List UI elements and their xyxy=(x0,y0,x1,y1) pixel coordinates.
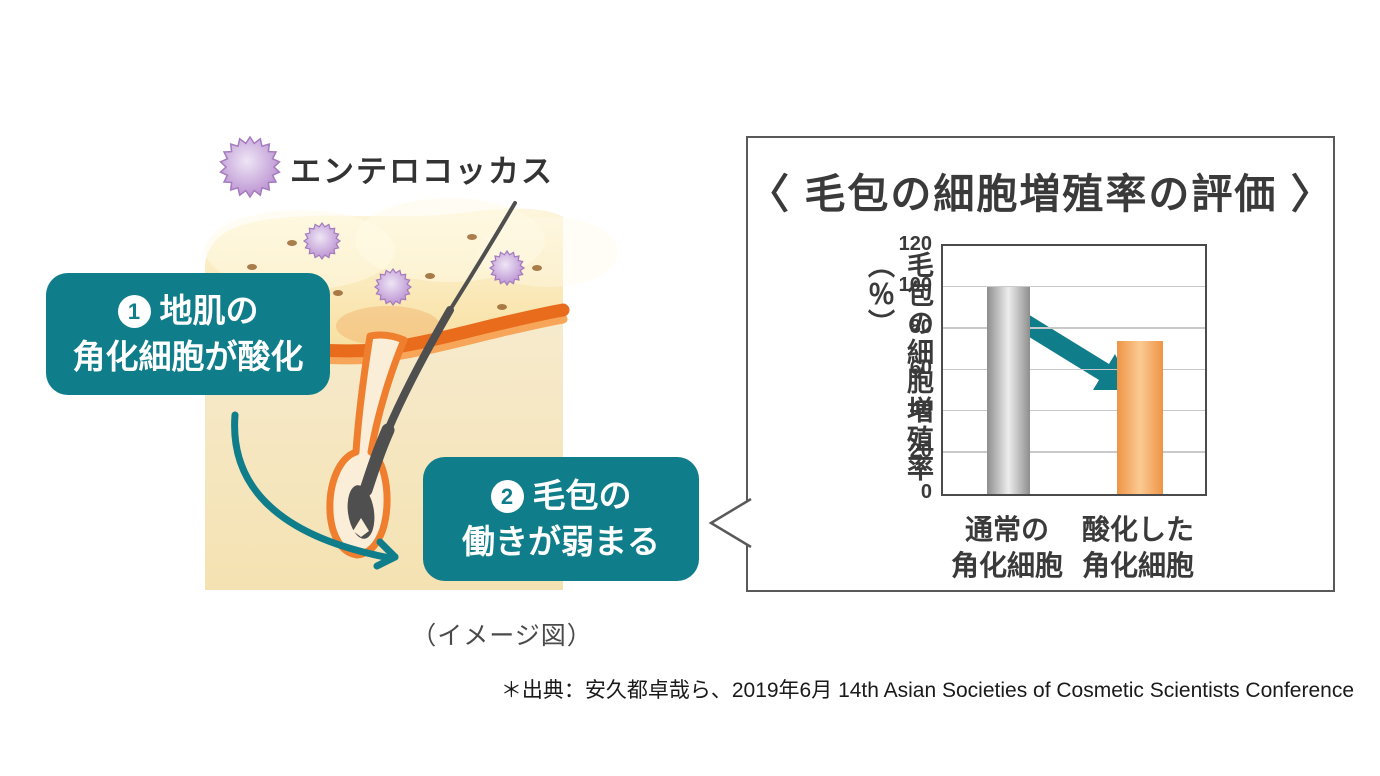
bacteria-icon xyxy=(373,267,413,307)
step-flow-arrow xyxy=(231,411,399,570)
bacteria-label: エンテロコッカス xyxy=(290,154,554,189)
x-axis-label: 通常の 角化細胞 xyxy=(950,514,1064,581)
chart-title: 〈 毛包の細胞増殖率の評価 〉 xyxy=(748,171,1334,217)
step1-line1: 1 地肌の xyxy=(117,288,259,334)
x-axis-labels: 通常の 角化細胞 酸化した 角化細胞 xyxy=(941,512,1203,592)
bar-oxidized xyxy=(1117,341,1163,494)
x-axis-label: 酸化した 角化細胞 xyxy=(1081,514,1195,581)
y-tick-label: 40 xyxy=(909,398,932,421)
step2-callout: 2 毛包の 働きが弱まる xyxy=(423,457,699,581)
panel-pointer-notch xyxy=(708,498,752,548)
gridline xyxy=(943,368,1205,370)
y-tick-label: 100 xyxy=(898,274,932,297)
y-tick-label: 20 xyxy=(909,439,932,462)
y-tick-label: 120 xyxy=(898,233,932,255)
step1-number-badge: 1 xyxy=(117,294,151,328)
step1-callout: 1 地肌の 角化細胞が酸化 xyxy=(46,273,330,395)
y-tick-label: 0 xyxy=(920,481,932,503)
bar-normal xyxy=(987,287,1030,494)
plot-area xyxy=(941,244,1207,496)
y-tick-label: 80 xyxy=(909,315,932,338)
hair-bulb xyxy=(347,485,375,539)
step2-text2: 働きが弱まる xyxy=(462,523,660,560)
gridline xyxy=(943,327,1205,329)
step1-text1: 地肌の xyxy=(159,292,259,329)
image-caption: （イメージ図） xyxy=(411,622,593,650)
step2-number-badge: 2 xyxy=(490,479,524,513)
y-axis-ticks: 0 20 40 60 80 100 120 xyxy=(866,234,932,502)
gridline xyxy=(943,409,1205,412)
skin-pores xyxy=(247,234,542,310)
gridline xyxy=(943,285,1205,288)
hair-bulb-notch xyxy=(353,518,369,537)
source-citation: ＊出典：安久都卓哉ら、2019年6月 14th Asian Societies … xyxy=(500,679,1354,702)
follicle-blush xyxy=(336,306,440,346)
step1-text2: 角化細胞が酸化 xyxy=(72,338,304,375)
step2-line1: 2 毛包の xyxy=(490,473,632,519)
y-tick-label: 60 xyxy=(909,357,932,379)
hair-shaft xyxy=(384,306,454,434)
step2-text1: 毛包の xyxy=(532,477,632,514)
epidermis-highlight xyxy=(205,210,395,290)
gridline xyxy=(943,451,1205,453)
y-axis-label: 毛包の細胞増殖率（％） xyxy=(864,251,933,483)
hair-shaft xyxy=(448,201,517,312)
chart-panel: 〈 毛包の細胞増殖率の評価 〉 毛包の細胞増殖率（％） 0 20 40 60 80 100… xyxy=(708,136,1335,592)
decrease-arrow xyxy=(1008,308,1133,390)
bacteria-icon xyxy=(488,249,526,287)
bacteria-icon xyxy=(302,221,342,261)
hair-shaft xyxy=(359,423,395,497)
bacteria-icon xyxy=(219,135,281,199)
